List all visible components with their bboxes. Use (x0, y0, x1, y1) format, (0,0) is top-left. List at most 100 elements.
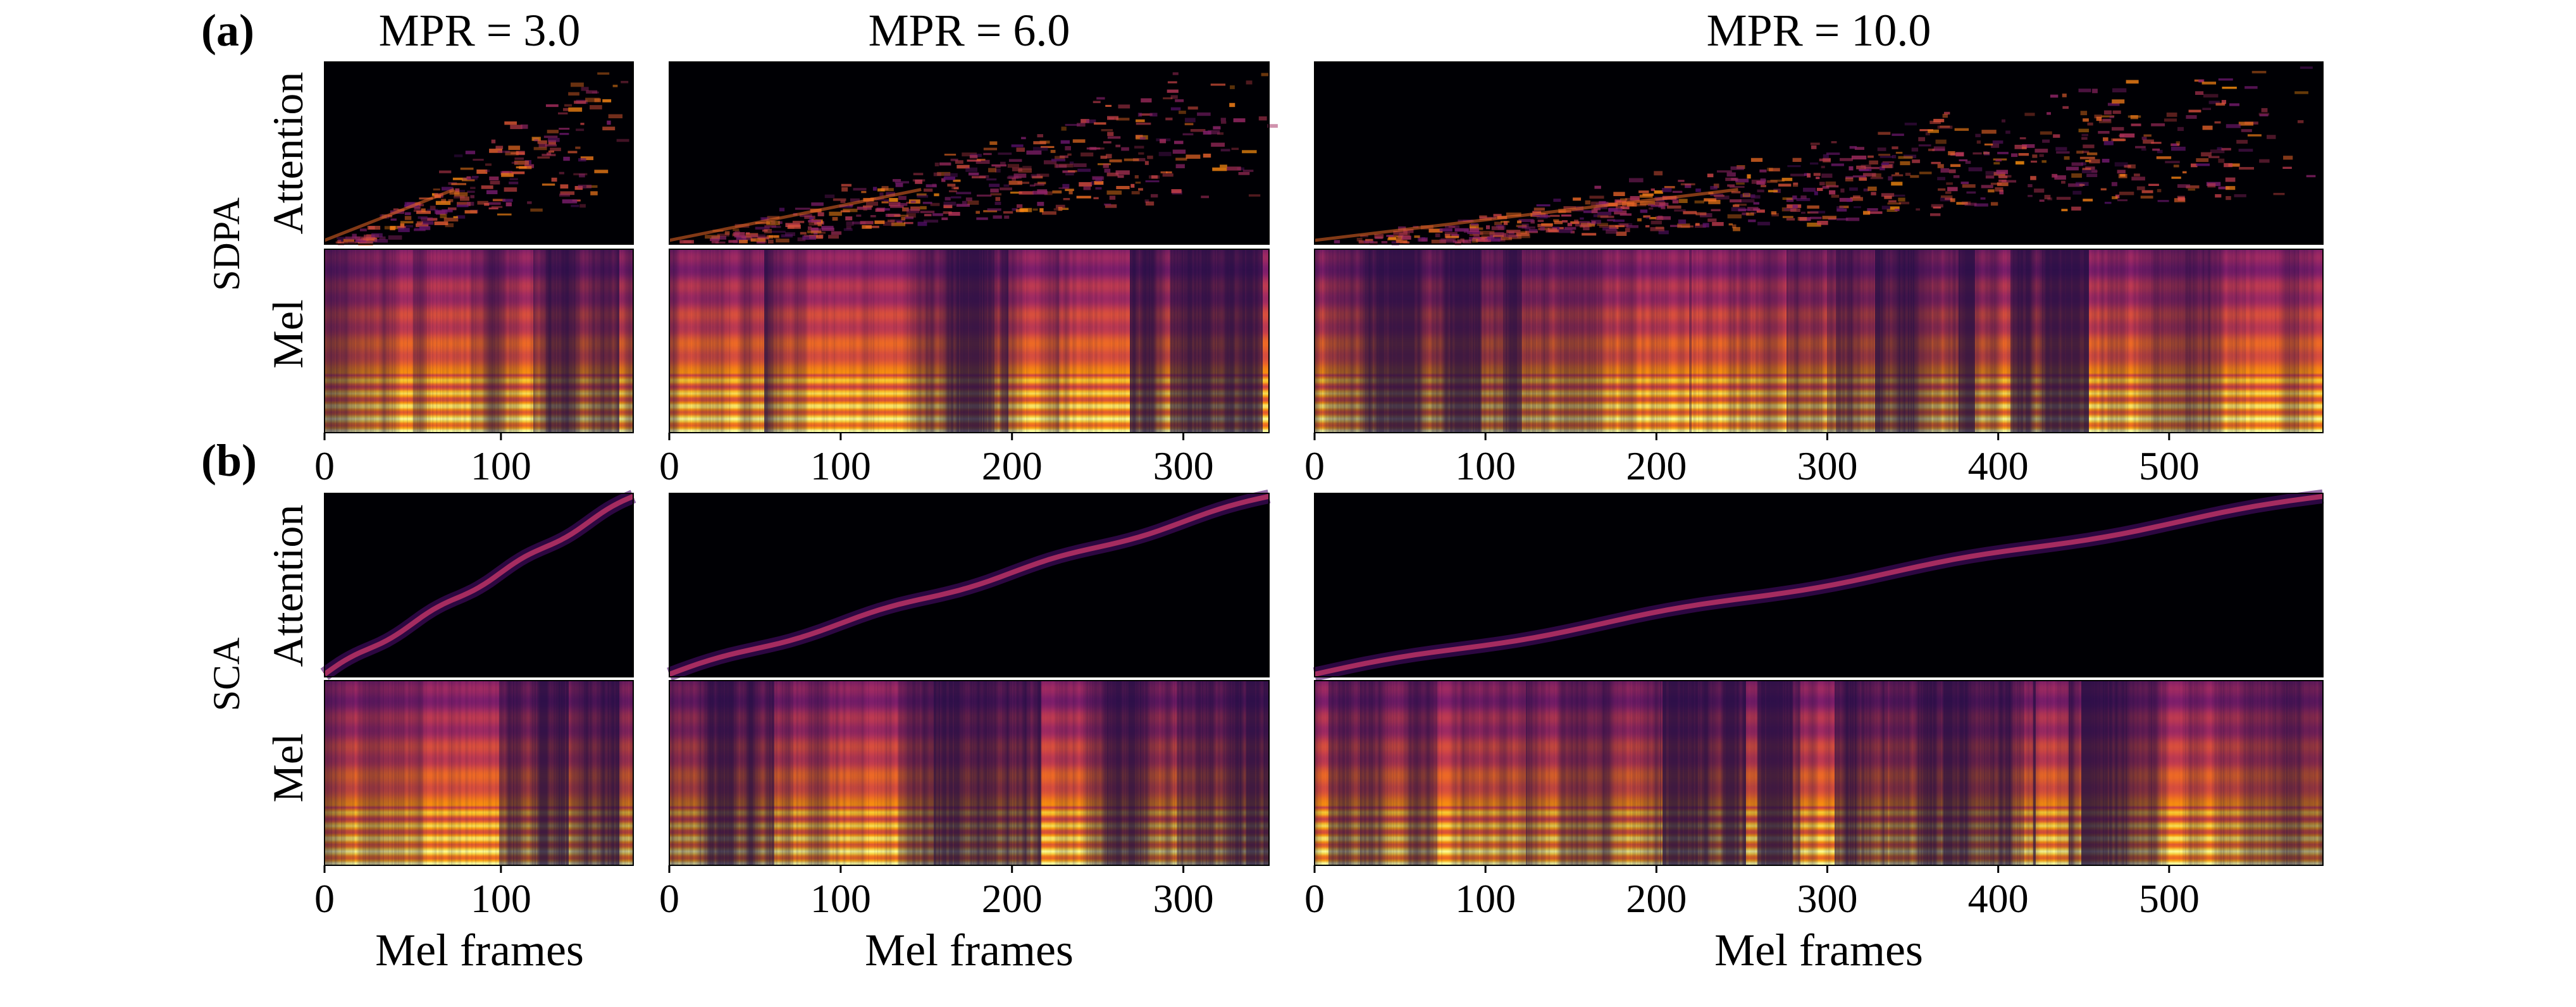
mel-frame (876, 249, 877, 433)
attention-weight (456, 215, 466, 219)
mel-frame (979, 681, 981, 865)
mel-frame (2243, 249, 2245, 433)
mel-frame (1130, 249, 1132, 433)
mel-frame (2179, 681, 2181, 865)
attention-weight (1881, 206, 1890, 210)
attention-weight (771, 226, 781, 228)
mel-frame (1331, 681, 1333, 865)
mel-frame (1530, 681, 1532, 865)
mel-frame (1523, 681, 1525, 865)
attention-weight (1972, 152, 1982, 155)
mel-frame (773, 681, 775, 865)
mel-frame (744, 681, 746, 865)
mel-frame (2038, 249, 2040, 433)
mel-frame (669, 249, 671, 433)
attention-weight (1428, 228, 1443, 233)
mel-frame (1231, 681, 1233, 865)
mel-frame (1479, 681, 1481, 865)
mel-frame (884, 249, 886, 433)
mel-frame (2131, 681, 2133, 865)
attention-weight (913, 173, 924, 176)
mel-frame (2071, 681, 2073, 865)
attention-weight (1680, 183, 1695, 185)
mel-frame (1320, 249, 1322, 433)
mel-frame (459, 681, 461, 865)
mel-frame (2069, 249, 2071, 433)
attention-weight (1919, 171, 1932, 175)
attention-weight (1060, 140, 1070, 144)
mel-frame (1561, 681, 1563, 865)
mel-frame (1492, 681, 1494, 865)
mel-frame (740, 681, 742, 865)
mel-frame (1625, 681, 1626, 865)
attention-weight (2071, 173, 2082, 178)
mel-frame (1978, 249, 1979, 433)
mel-frame (2243, 681, 2245, 865)
attention-weight (2001, 180, 2017, 183)
attention-weight (360, 240, 367, 244)
mel-frame (2212, 249, 2214, 433)
attention-weight (926, 184, 937, 188)
mel-frame (1537, 681, 1539, 865)
mel-frame (1730, 681, 1731, 865)
mel-frame (1169, 681, 1171, 865)
mel-frame (1159, 681, 1161, 865)
mel-frame (1933, 249, 1935, 433)
mel-frame (1368, 681, 1370, 865)
attention-weight (1948, 169, 1956, 173)
mel-frame (1757, 681, 1759, 865)
attention-weight (1677, 223, 1690, 228)
mel-frame (2064, 681, 2065, 865)
mel-frame (1336, 681, 1338, 865)
mel-frame (859, 681, 861, 865)
mel-frame (1990, 681, 1992, 865)
mel-frame (1423, 681, 1425, 865)
mel-frame (1401, 249, 1403, 433)
mel-frame (2239, 249, 2241, 433)
mel-frame (1840, 249, 1842, 433)
mel-frame (916, 681, 918, 865)
mel-frame (566, 681, 568, 865)
mel-frame (1216, 249, 1218, 433)
mel-frame (1889, 681, 1891, 865)
mel-frame (2183, 681, 2184, 865)
mel-frame (1223, 249, 1225, 433)
mel-frame (1372, 249, 1373, 433)
mel-frame (683, 681, 685, 865)
mel-frame (1175, 681, 1177, 865)
attention-weight (2173, 164, 2179, 168)
mel-frame (1359, 681, 1361, 865)
mel-frame (1434, 249, 1435, 433)
mel-frame (1776, 249, 1778, 433)
attention-weight (956, 192, 972, 195)
attention-weight (888, 202, 901, 207)
attention-weight (1481, 235, 1490, 240)
mel-frame (1745, 249, 1747, 433)
mel-frame (771, 249, 772, 433)
mel-frame (1135, 249, 1137, 433)
mel-frame (1473, 249, 1475, 433)
mel-frame (1169, 249, 1171, 433)
mel-frame (1937, 249, 1939, 433)
mel-frame (407, 681, 409, 865)
attention-weight (436, 211, 446, 215)
mel-frame (2314, 681, 2316, 865)
x-tick-label: 0 (314, 876, 335, 921)
mel-frame (1588, 681, 1590, 865)
mel-frame (481, 681, 483, 865)
mel-frame (1821, 249, 1823, 433)
mel-frame (1135, 681, 1137, 865)
attention-weight (1995, 187, 2003, 192)
mel-frame (1885, 249, 1887, 433)
attention-weight (1104, 168, 1111, 173)
attention-weight (580, 156, 594, 161)
attention-weight (865, 201, 879, 206)
mel-frame (954, 249, 956, 433)
mel-frame (1551, 681, 1553, 865)
attention-weight (1105, 104, 1112, 107)
attention-weight (1233, 118, 1246, 123)
x-tick-label: 500 (2139, 443, 2200, 488)
mel-frame (2186, 681, 2188, 865)
mel-frame (1547, 249, 1549, 433)
mel-frame (2200, 249, 2202, 433)
